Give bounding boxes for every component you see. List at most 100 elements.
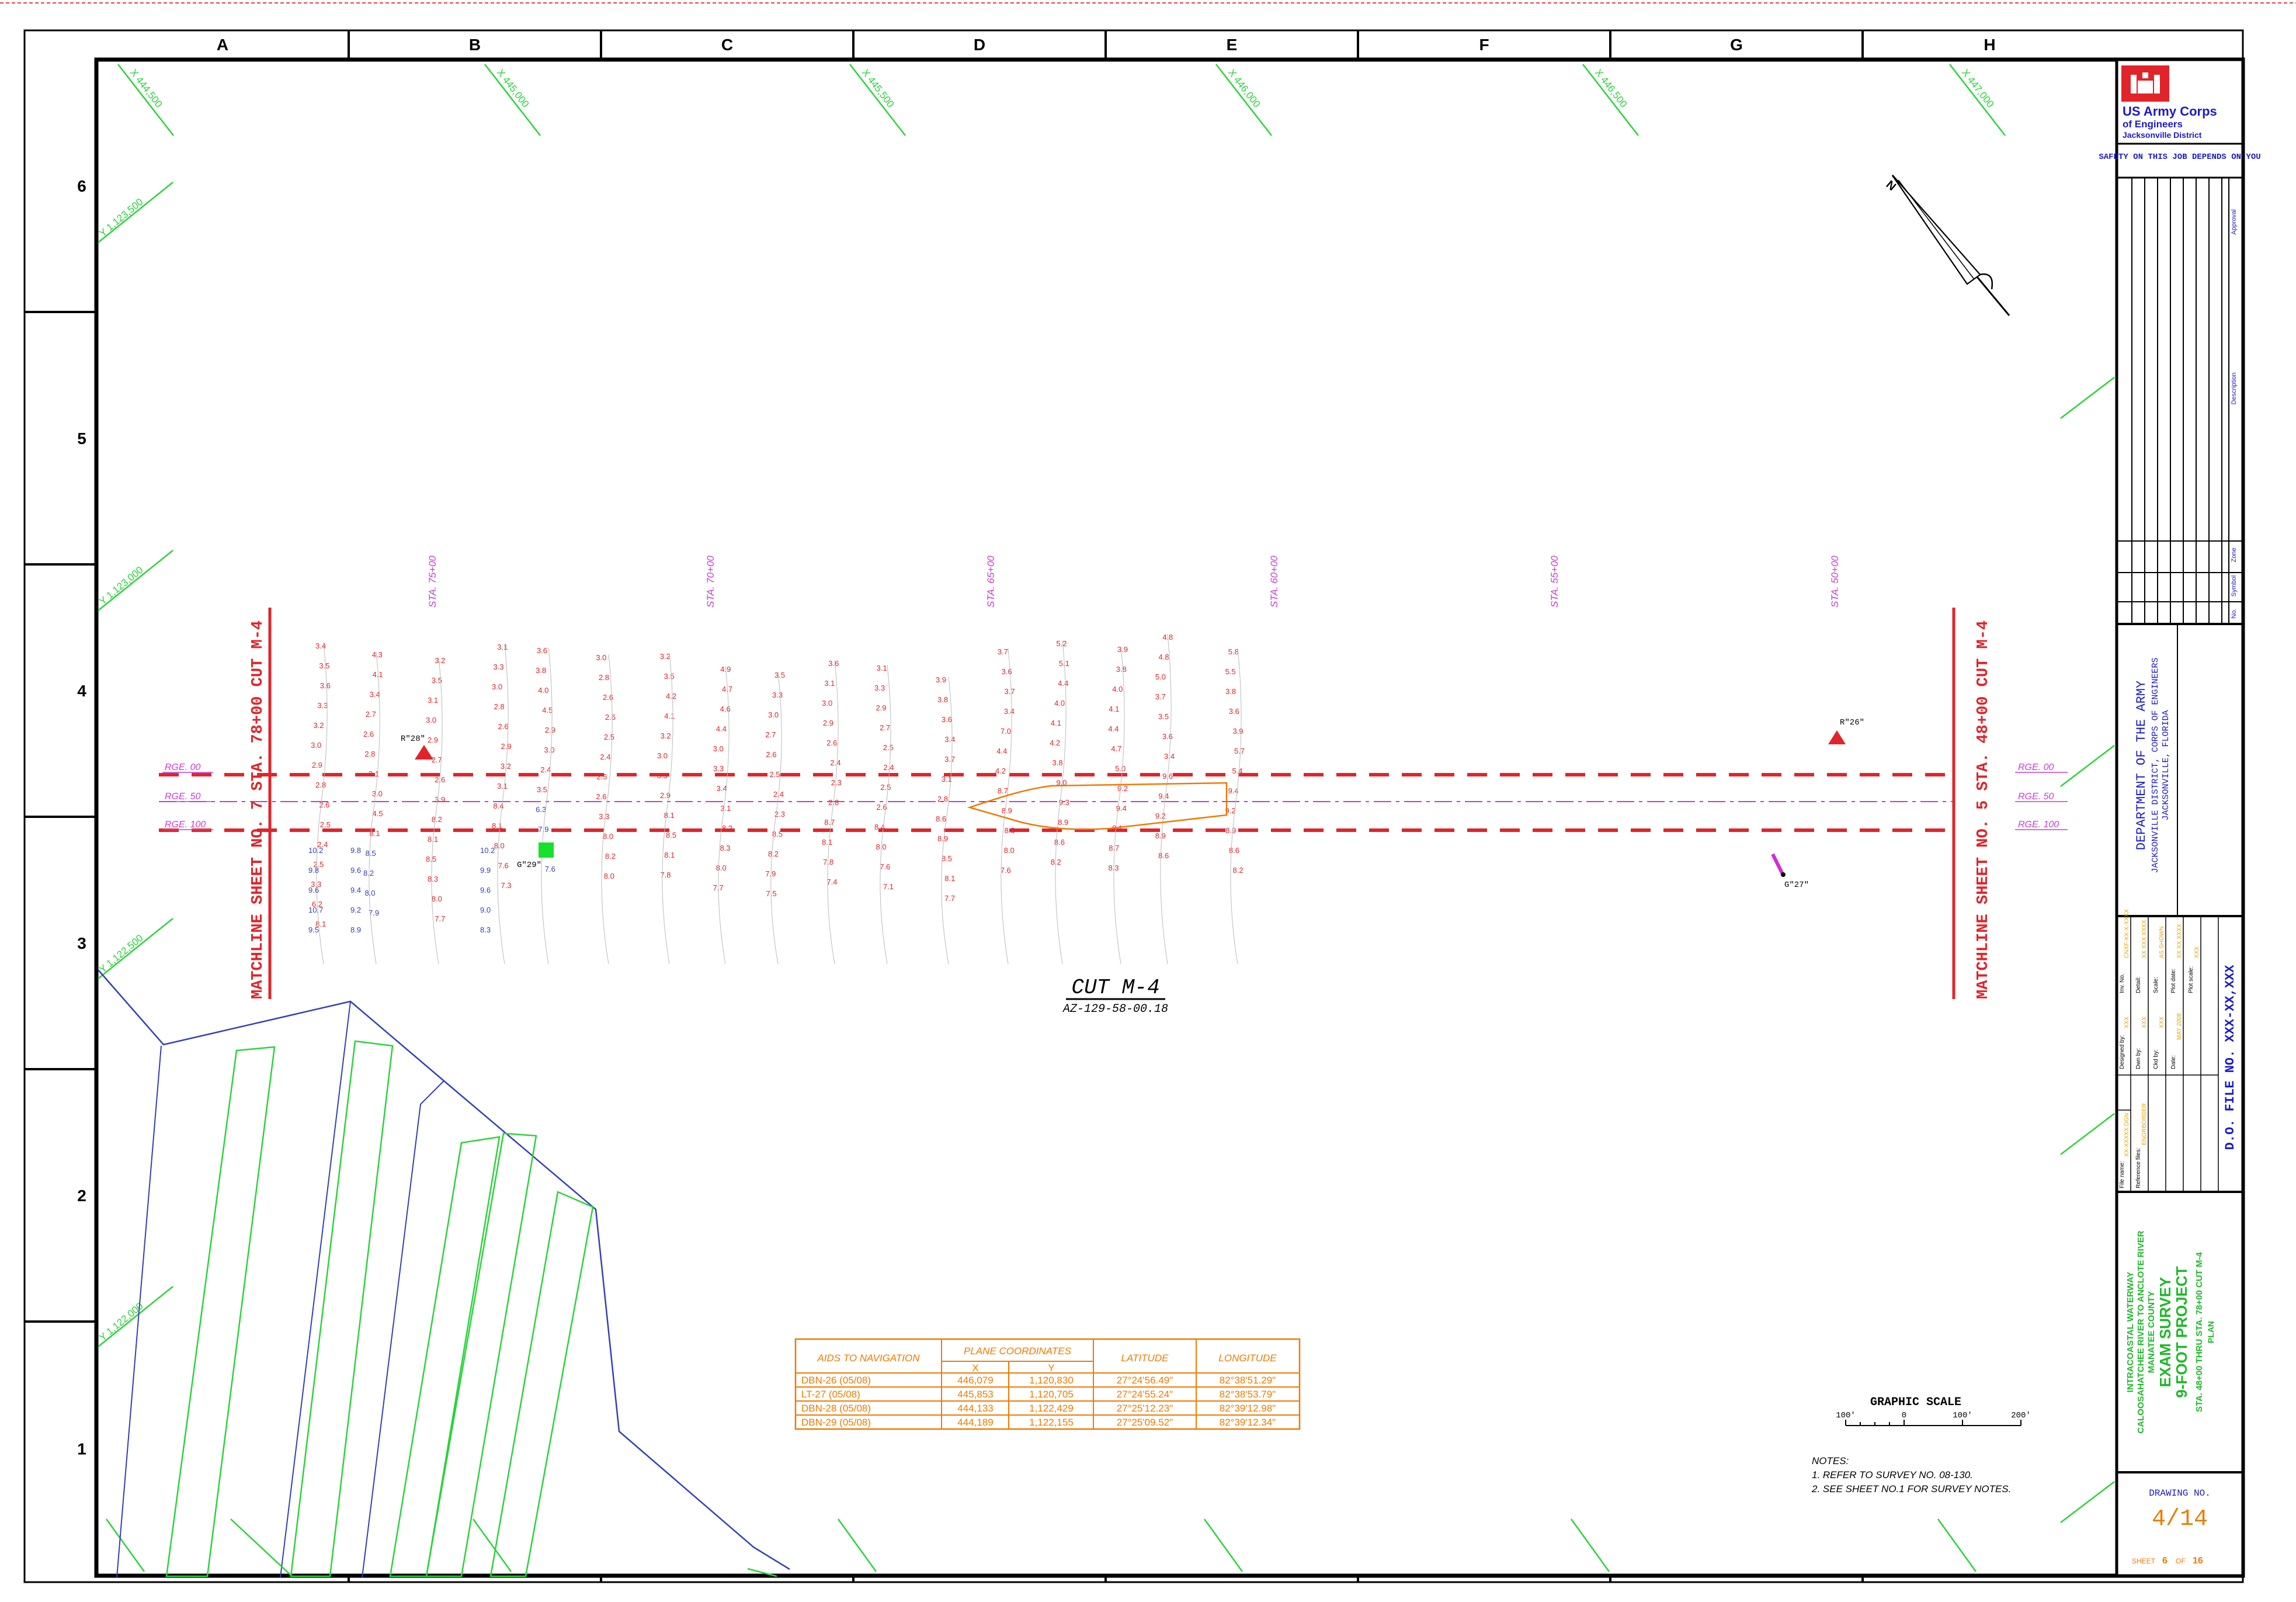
sounding-value: 8.5 xyxy=(666,831,676,840)
row-label-4: 4 xyxy=(77,682,86,700)
sounding-value: 3.2 xyxy=(661,731,671,740)
sounding-value: 8.0 xyxy=(716,864,727,872)
graphic-scale-title: GRAPHIC SCALE xyxy=(1870,1396,1961,1409)
sounding-value: 2.5 xyxy=(769,770,780,779)
sounding-value: 8.0 xyxy=(1004,846,1015,855)
row-label-6: 6 xyxy=(77,177,86,195)
sounding-value: 8.3 xyxy=(1005,826,1015,835)
sounding-value: 3.9 xyxy=(936,675,946,684)
sounding-value-deep: 9.5 xyxy=(308,925,319,934)
sounding-value: 3.3 xyxy=(493,663,503,671)
project-project-line4: EXAM SURVEY xyxy=(2156,1277,2174,1388)
sounding-value-deep: 9.8 xyxy=(308,866,319,875)
sounding-value: 3.0 xyxy=(311,741,321,750)
sounding-value: 2.4 xyxy=(540,765,551,774)
nav-table-cell: 1,122,155 xyxy=(1029,1417,1074,1428)
sounding-value: 8.9 xyxy=(937,834,948,843)
sounding-value: 8.5 xyxy=(942,854,952,863)
sounding-value: 9.2 xyxy=(1117,784,1128,793)
range-label-right: RGE. 00 xyxy=(2018,762,2054,772)
drawing-label: DRAWING NO. xyxy=(2149,1488,2211,1499)
sounding-value: 3.0 xyxy=(596,653,606,662)
nav-table-header-lat: LATITUDE xyxy=(1121,1353,1169,1364)
project-project-line5: 9-FOOT PROJECT xyxy=(2173,1266,2190,1398)
matchline-left-label: MATCHLINE SHEET NO. 7 STA. 78+00 CUT M-4 xyxy=(249,620,267,999)
sounding-value: 2.9 xyxy=(428,736,438,744)
sounding-value: 3.1 xyxy=(824,679,835,688)
sounding-value: 8.1 xyxy=(370,829,380,838)
sounding-value-deep: 9.6 xyxy=(480,886,491,894)
sounding-value: 4.2 xyxy=(1050,738,1060,747)
cut-title: CUT M-4 xyxy=(1071,976,1159,1000)
sheet-total: 16 xyxy=(2193,1556,2203,1566)
sounding-value: 2.6 xyxy=(498,722,508,731)
nav-table-cell: LT-27 (05/08) xyxy=(801,1389,860,1400)
sounding-value: 8.9 xyxy=(1058,818,1068,827)
sounding-value: 4.8 xyxy=(1158,653,1169,661)
matchline-left: MATCHLINE SHEET NO. 7 STA. 78+00 CUT M-4 xyxy=(249,608,272,999)
nav-table-cell: 82°38'51.29" xyxy=(1220,1375,1276,1386)
nav-table-cell: 82°39'12.34" xyxy=(1220,1417,1276,1428)
sounding-value: 2.4 xyxy=(883,763,894,772)
nav-table-header-plane: PLANE COORDINATES xyxy=(964,1346,1072,1357)
column-label-H: H xyxy=(1984,36,1995,54)
sounding-value: 3.3 xyxy=(874,684,885,692)
nav-table-cell: 1,120,830 xyxy=(1029,1375,1074,1386)
notes-item-1: 1. REFER TO SURVEY NO. 08-130. xyxy=(1812,1469,1973,1480)
safety-slogan: SAFETY ON THIS JOB DEPENDS ON YOU xyxy=(2099,152,2260,162)
sounding-value: 3.5 xyxy=(1158,712,1169,721)
station-label: STA. 60+00 xyxy=(1269,555,1280,608)
sounding-value: 8.3 xyxy=(428,875,438,883)
x-coord-label: X 447,000 xyxy=(1960,67,1996,110)
meta-label: Date: xyxy=(2170,1055,2177,1069)
sounding-value: 5.7 xyxy=(1234,747,1245,755)
range-label-left: RGE. 00 xyxy=(165,762,200,772)
sounding-value: 2.5 xyxy=(883,743,894,752)
nav-table-cell: 27°24'56.49" xyxy=(1117,1375,1173,1386)
red-triangle-marker-icon xyxy=(1828,730,1846,744)
meta-label: Designed by: xyxy=(2119,1035,2125,1069)
sounding-value: 3.8 xyxy=(536,666,546,675)
sounding-value: 5.2 xyxy=(1056,639,1067,648)
project-project-line2: CALOOSAHATCHEE RIVER TO ANCLOTE RIVER xyxy=(2136,1230,2146,1433)
sounding-value: 3.4 xyxy=(315,642,326,650)
sounding-value: 3.8 xyxy=(937,695,948,704)
sounding-value: 8.9 xyxy=(1002,806,1012,815)
sounding-value: 8.2 xyxy=(722,824,732,833)
sounding-value: 5.0 xyxy=(1155,672,1166,681)
marker-label-r28: R"28" xyxy=(401,734,425,744)
sounding-value: 3.6 xyxy=(1229,707,1239,716)
sounding-value: 4.1 xyxy=(373,670,383,679)
sounding-value: 7.6 xyxy=(498,861,509,870)
sounding-value: 4.5 xyxy=(542,706,553,715)
sounding-value: 3.0 xyxy=(492,682,502,691)
sounding-value: 2.8 xyxy=(364,750,375,758)
sounding-value: 2.9 xyxy=(501,742,512,751)
sounding-value: 3.3 xyxy=(657,771,668,780)
meta-value: XX-XXXXX.DGN xyxy=(2124,1113,2130,1157)
sounding-value: 2.6 xyxy=(877,803,887,812)
sounding-value-deep: 9.6 xyxy=(308,886,319,894)
sounding-value: 8.1 xyxy=(664,851,675,859)
sheet-number: 6 xyxy=(2162,1556,2168,1566)
meta-label: Inv. No. xyxy=(2119,973,2125,993)
sounding-value: 7.8 xyxy=(660,871,671,879)
sounding-value: 3.9 xyxy=(1117,645,1128,654)
sounding-value: 2.3 xyxy=(774,810,785,819)
sounding-value: 3.0 xyxy=(657,751,668,760)
sounding-value-deep: 9.9 xyxy=(480,866,491,875)
station-labels: STA. 75+00 STA. 70+00 STA. 65+00 STA. 60+00… xyxy=(427,555,1840,608)
sounding-value: 3.0 xyxy=(426,716,436,724)
sounding-value: 8.9 xyxy=(1225,826,1236,835)
sounding-value: 6.3 xyxy=(536,805,546,814)
sounding-value: 4.4 xyxy=(716,724,727,733)
sounding-value: 2.8 xyxy=(937,795,948,803)
sounding-value: 2.9 xyxy=(312,761,322,769)
nav-table-cell: 1,120,705 xyxy=(1029,1389,1074,1400)
dept-line-2: JACKSONVILLE DISTRICT, CORPS OF ENGINEER… xyxy=(2151,657,2160,873)
project-project-line3: MANATEE COUNTY xyxy=(2146,1291,2156,1374)
sounding-value: 2.6 xyxy=(605,713,616,722)
nav-table-subheader-y: Y xyxy=(1048,1362,1054,1374)
project-project-line7: PLAN xyxy=(2206,1321,2215,1343)
